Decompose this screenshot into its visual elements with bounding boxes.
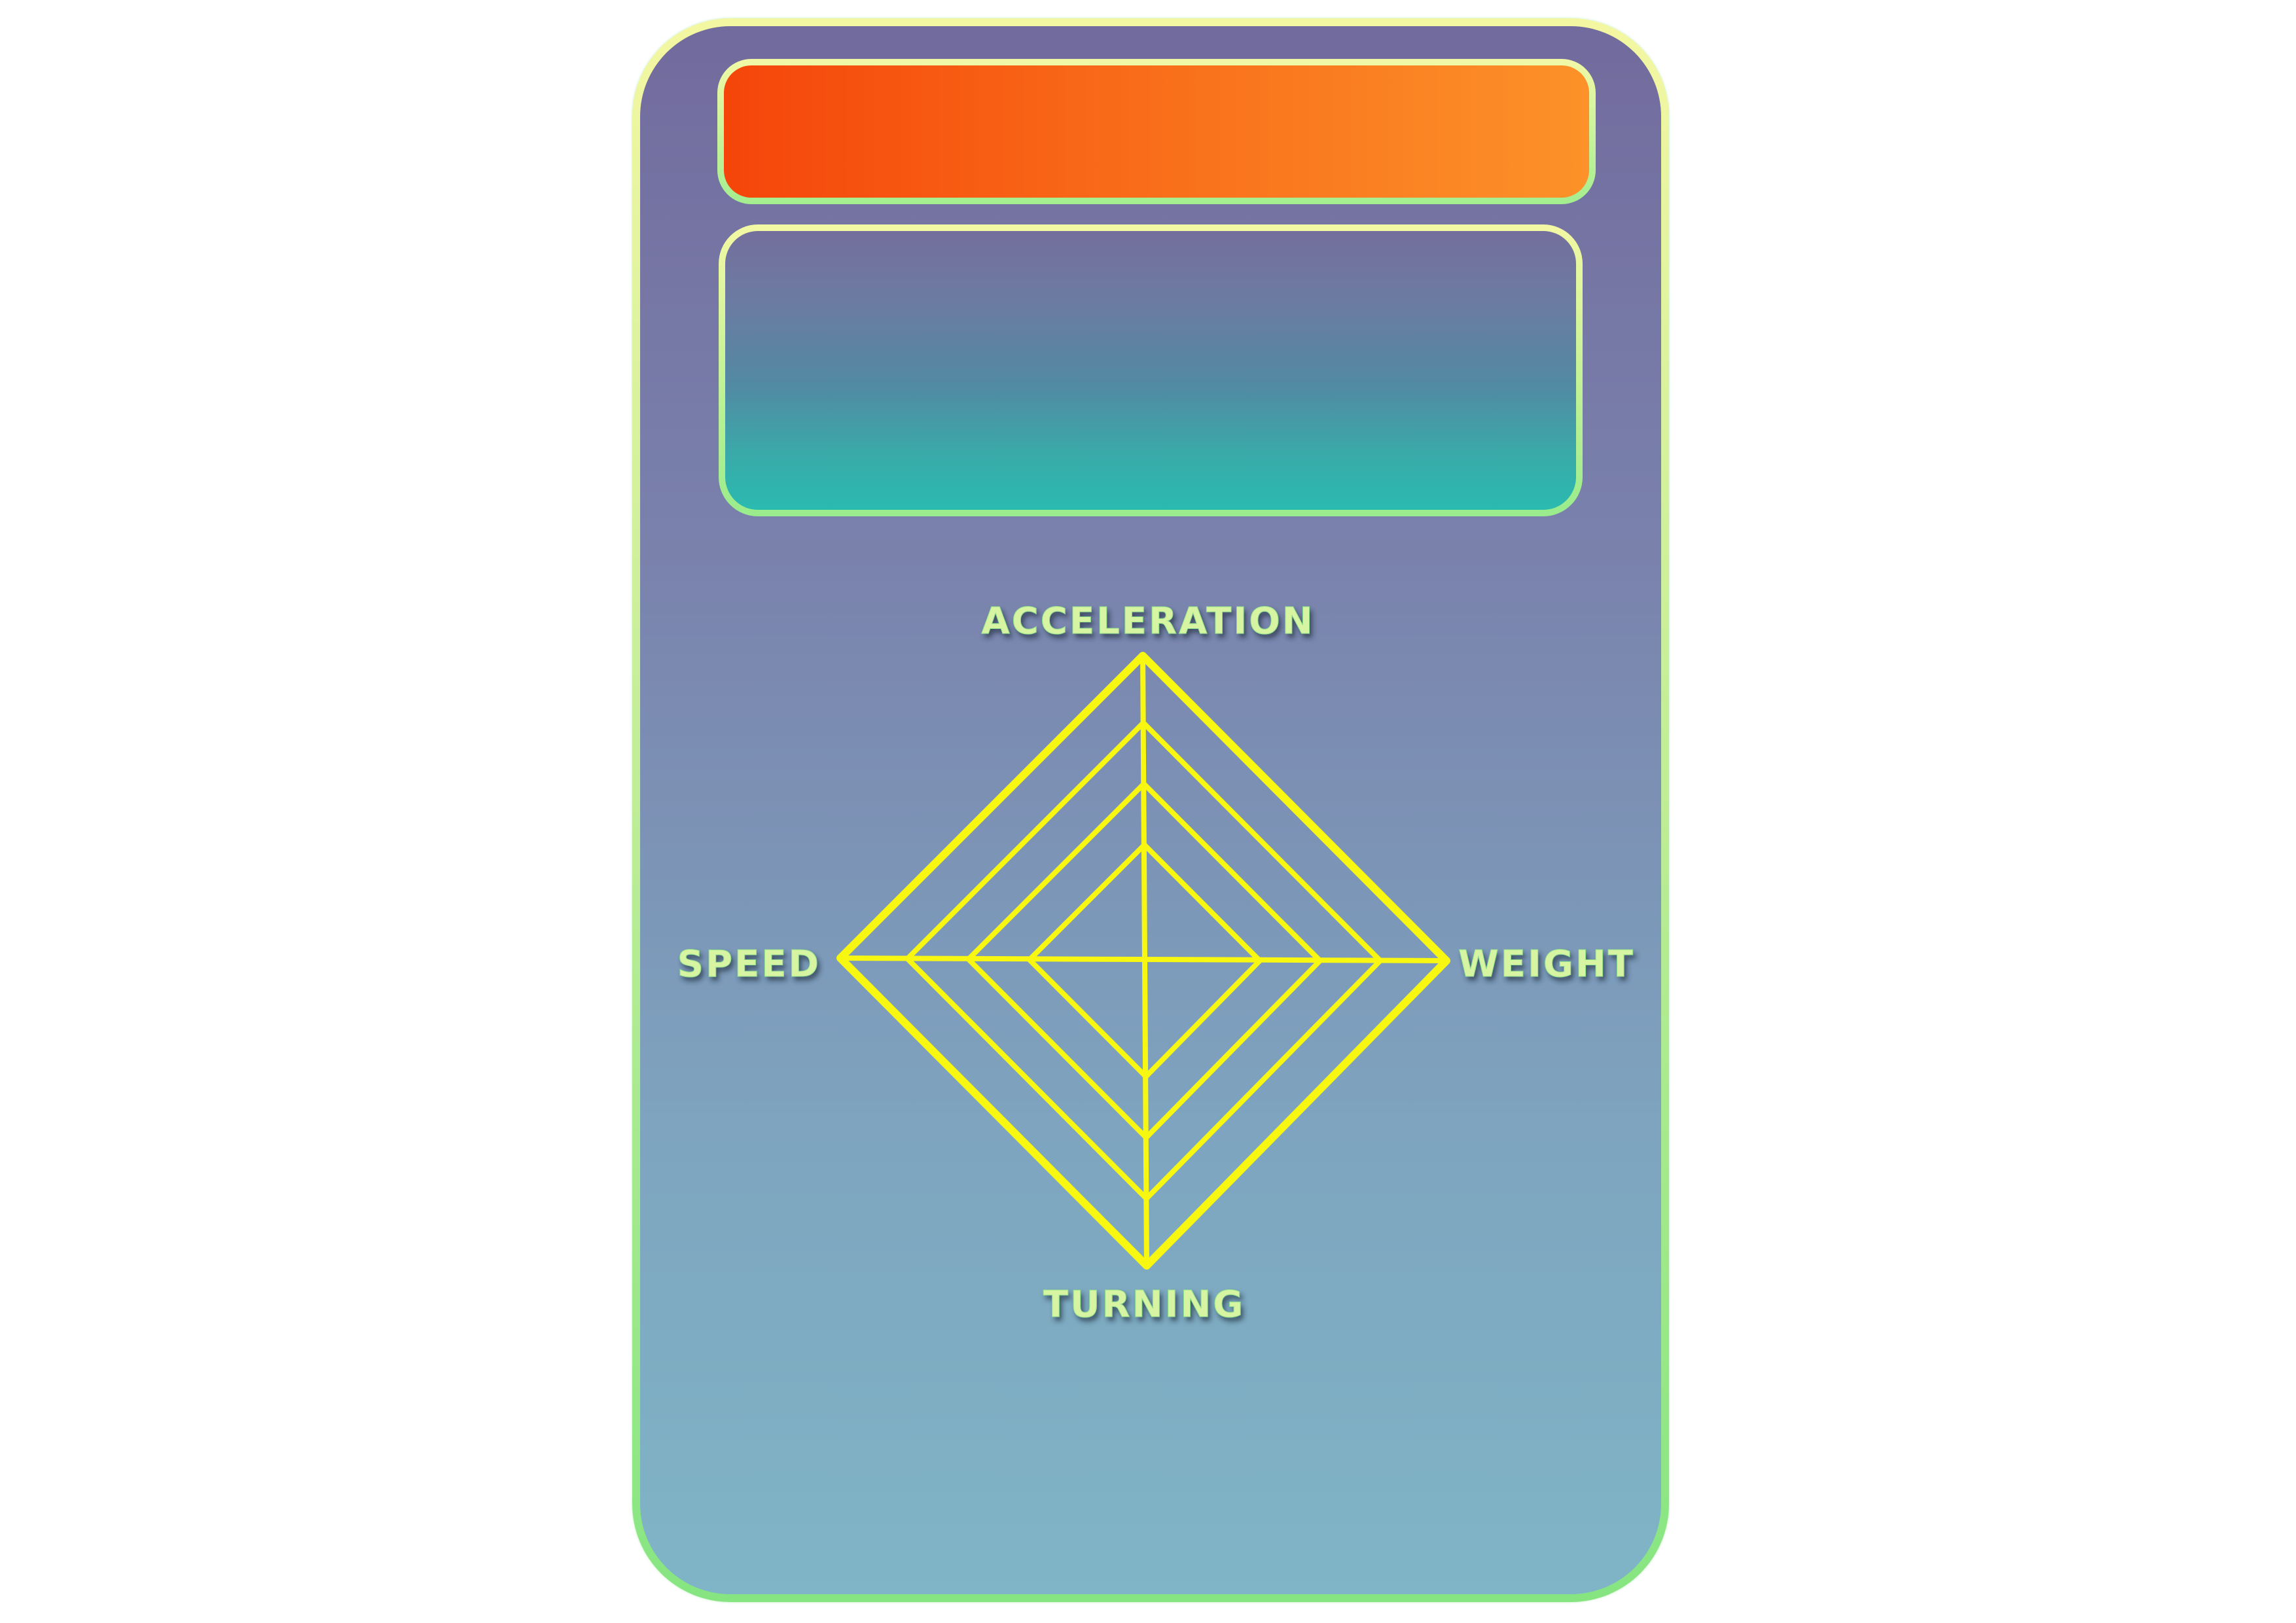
axis-label-speed: SPEED: [677, 943, 821, 986]
axis-label-turning: TURNING: [1043, 1283, 1245, 1326]
axis-label-weight: WEIGHT: [1458, 943, 1635, 986]
axis-label-acceleration: ACCELERATION: [981, 600, 1314, 643]
axis-line-horizontal: [838, 955, 1449, 963]
info-panel: [719, 224, 1583, 516]
name-bar: [717, 59, 1596, 204]
